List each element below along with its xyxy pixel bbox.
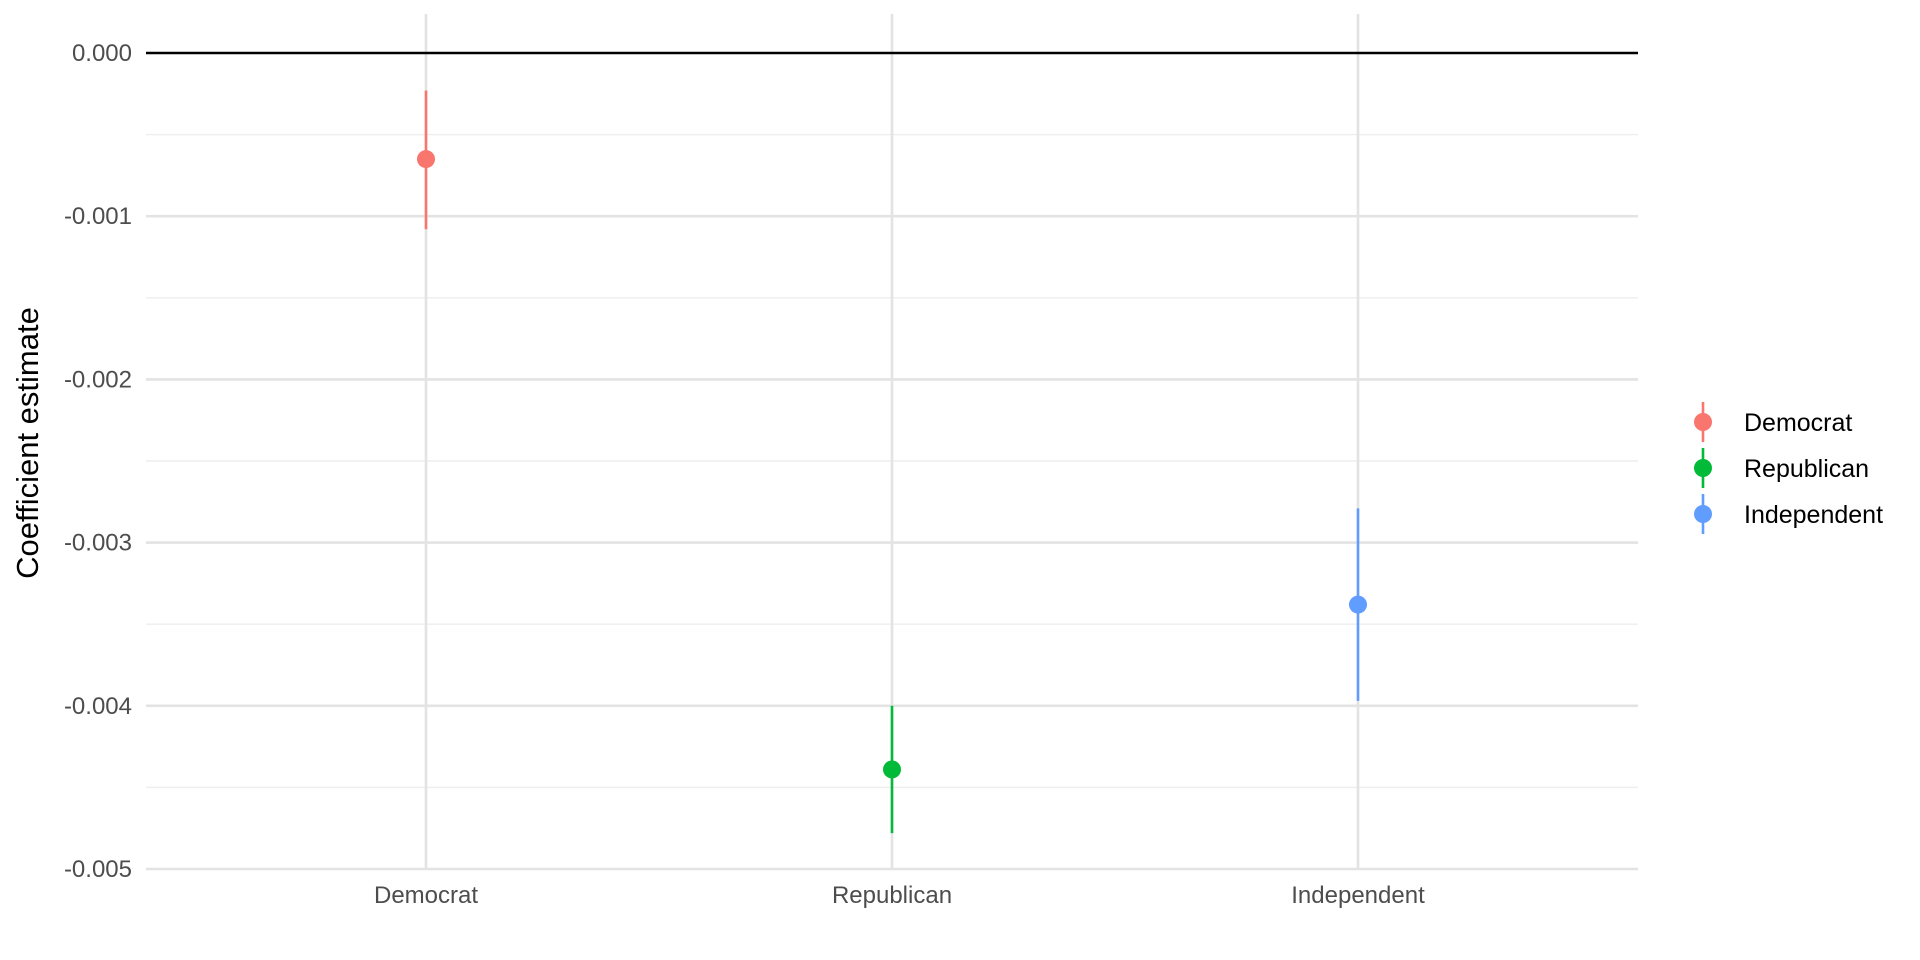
y-tick-label: -0.004	[64, 693, 132, 720]
legend-item: Republican	[1694, 448, 1869, 488]
y-tick-label: -0.001	[64, 203, 132, 230]
y-tick-label: 0.000	[72, 40, 132, 67]
legend-key-point	[1694, 413, 1712, 431]
x-tick-label: Democrat	[374, 882, 478, 909]
legend-item: Democrat	[1694, 402, 1852, 442]
x-tick-label: Independent	[1291, 882, 1425, 909]
y-axis-tick-labels: 0.000 -0.001 -0.002 -0.003 -0.004 -0.005	[64, 40, 132, 883]
legend-key-point	[1694, 459, 1712, 477]
y-tick-label: -0.003	[64, 530, 132, 557]
legend-key-point	[1694, 505, 1712, 523]
legend: Democrat Republican Independent	[1694, 402, 1883, 534]
estimate-point	[1349, 595, 1367, 614]
y-tick-label: -0.002	[64, 366, 132, 393]
data-series	[417, 90, 1367, 834]
legend-label: Independent	[1744, 501, 1883, 529]
estimate-point	[883, 760, 901, 779]
legend-item: Independent	[1694, 494, 1883, 534]
x-axis-tick-labels: Democrat Republican Independent	[374, 882, 1425, 909]
estimate-point	[417, 150, 435, 169]
y-tick-label: -0.005	[64, 856, 132, 883]
x-tick-label: Republican	[832, 882, 952, 909]
y-axis-title: Coefficient estimate	[10, 307, 45, 579]
legend-label: Republican	[1744, 455, 1869, 483]
legend-label: Democrat	[1744, 409, 1852, 437]
